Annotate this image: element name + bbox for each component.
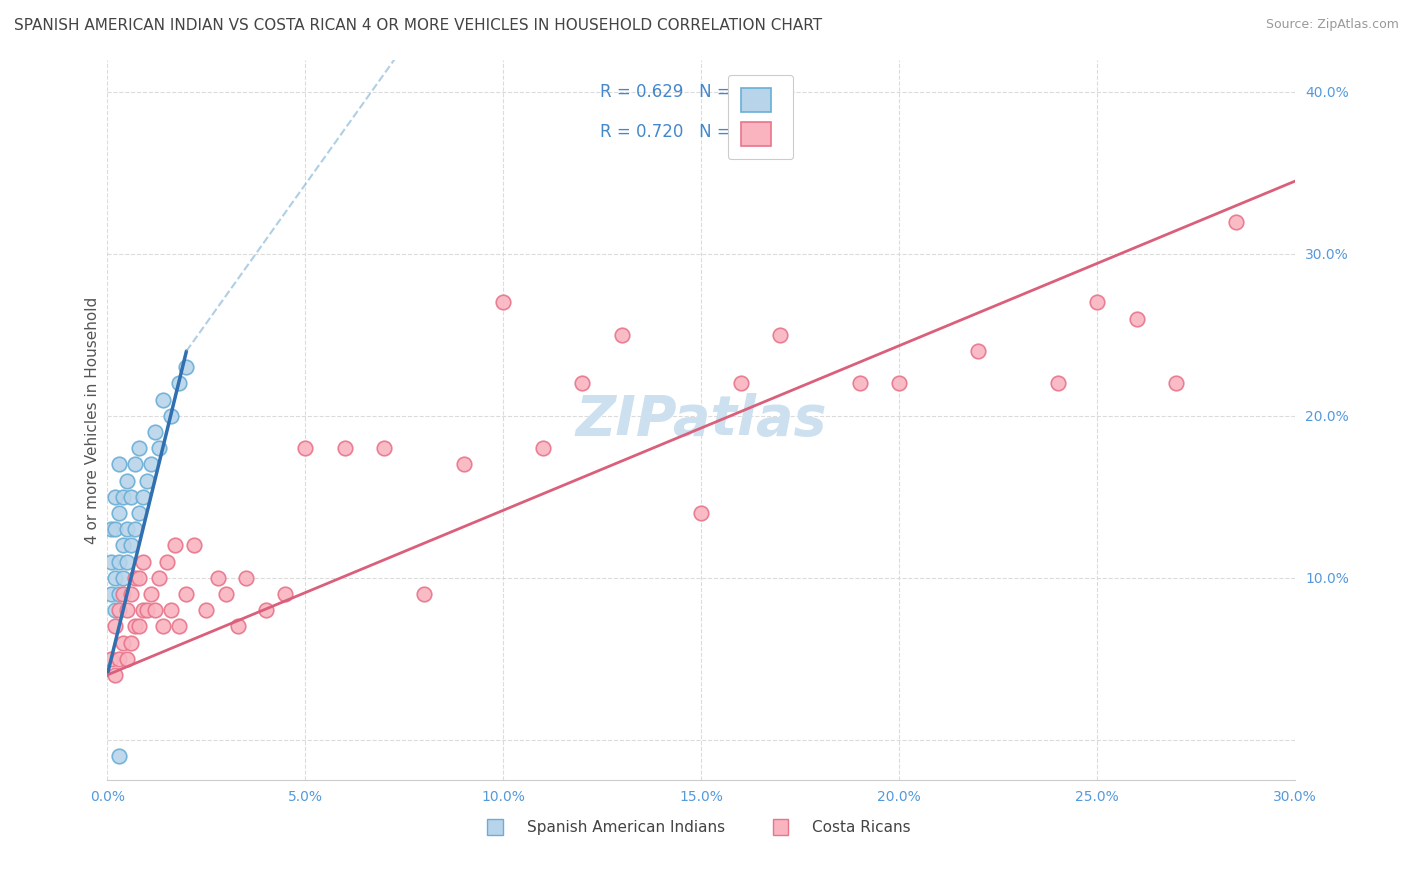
Point [112, 635, 135, 649]
Y-axis label: 4 or more Vehicles in Household: 4 or more Vehicles in Household [86, 296, 100, 543]
Point [128, 506, 150, 520]
Point [254, 603, 277, 617]
Text: Spanish American Indians: Spanish American Indians [527, 820, 725, 835]
Point [115, 652, 138, 666]
Point [967, 344, 990, 359]
Point [112, 538, 135, 552]
Point [100, 587, 122, 601]
Point [1085, 295, 1108, 310]
Point [1225, 214, 1247, 228]
Point [104, 522, 127, 536]
Point [108, 603, 131, 617]
Point [115, 555, 138, 569]
Point [571, 376, 593, 391]
Point [115, 522, 138, 536]
Point [112, 587, 135, 601]
Point [413, 587, 436, 601]
Point [120, 587, 142, 601]
FancyBboxPatch shape [772, 819, 789, 835]
Point [163, 538, 186, 552]
Point [453, 458, 475, 472]
Point [108, 506, 131, 520]
Point [610, 327, 633, 342]
Point [1046, 376, 1069, 391]
Point [176, 587, 198, 601]
Text: R = 0.720   N = 55: R = 0.720 N = 55 [600, 123, 758, 141]
Point [132, 603, 155, 617]
Text: SPANISH AMERICAN INDIAN VS COSTA RICAN 4 OR MORE VEHICLES IN HOUSEHOLD CORRELATI: SPANISH AMERICAN INDIAN VS COSTA RICAN 4… [14, 18, 823, 33]
Point [143, 603, 166, 617]
Point [104, 603, 127, 617]
Point [1126, 311, 1149, 326]
Point [128, 619, 150, 633]
Point [108, 458, 131, 472]
Point [112, 490, 135, 504]
Point [104, 571, 127, 585]
Point [128, 442, 150, 456]
Point [143, 425, 166, 439]
Point [104, 619, 127, 633]
Text: ZIPatlas: ZIPatlas [575, 392, 827, 447]
Point [690, 506, 713, 520]
Point [235, 571, 257, 585]
Point [112, 571, 135, 585]
Point [124, 571, 146, 585]
Point [108, 555, 131, 569]
Point [531, 442, 554, 456]
Point [1166, 376, 1188, 391]
Point [274, 587, 297, 601]
Point [152, 619, 174, 633]
Point [124, 458, 146, 472]
Point [135, 474, 157, 488]
Point [156, 555, 179, 569]
Point [128, 571, 150, 585]
Point [889, 376, 911, 391]
Point [294, 442, 316, 456]
Point [139, 458, 162, 472]
Point [769, 327, 792, 342]
Point [104, 668, 127, 682]
Point [115, 603, 138, 617]
Point [167, 376, 190, 391]
Point [159, 409, 181, 423]
Point [108, 748, 131, 763]
Point [207, 571, 229, 585]
Point [492, 295, 515, 310]
Text: R = 0.629   N = 33: R = 0.629 N = 33 [600, 83, 758, 101]
Legend: , : , [728, 75, 793, 159]
Point [167, 619, 190, 633]
Point [120, 490, 142, 504]
Point [730, 376, 752, 391]
Point [100, 522, 122, 536]
Point [108, 587, 131, 601]
Point [100, 555, 122, 569]
Point [135, 603, 157, 617]
Point [100, 652, 122, 666]
Point [226, 619, 249, 633]
Point [215, 587, 238, 601]
Point [333, 442, 356, 456]
Point [373, 442, 395, 456]
Point [195, 603, 218, 617]
Point [115, 474, 138, 488]
Text: Source: ZipAtlas.com: Source: ZipAtlas.com [1265, 18, 1399, 31]
FancyBboxPatch shape [488, 819, 503, 835]
Point [120, 538, 142, 552]
Text: Costa Ricans: Costa Ricans [811, 820, 911, 835]
Point [152, 392, 174, 407]
Point [848, 376, 870, 391]
Point [104, 490, 127, 504]
Point [124, 522, 146, 536]
Point [139, 587, 162, 601]
Point [108, 652, 131, 666]
Point [148, 571, 170, 585]
Point [124, 619, 146, 633]
Point [132, 490, 155, 504]
Point [183, 538, 205, 552]
Point [176, 360, 198, 375]
Point [120, 635, 142, 649]
Point [132, 555, 155, 569]
Point [148, 442, 170, 456]
Point [159, 603, 181, 617]
